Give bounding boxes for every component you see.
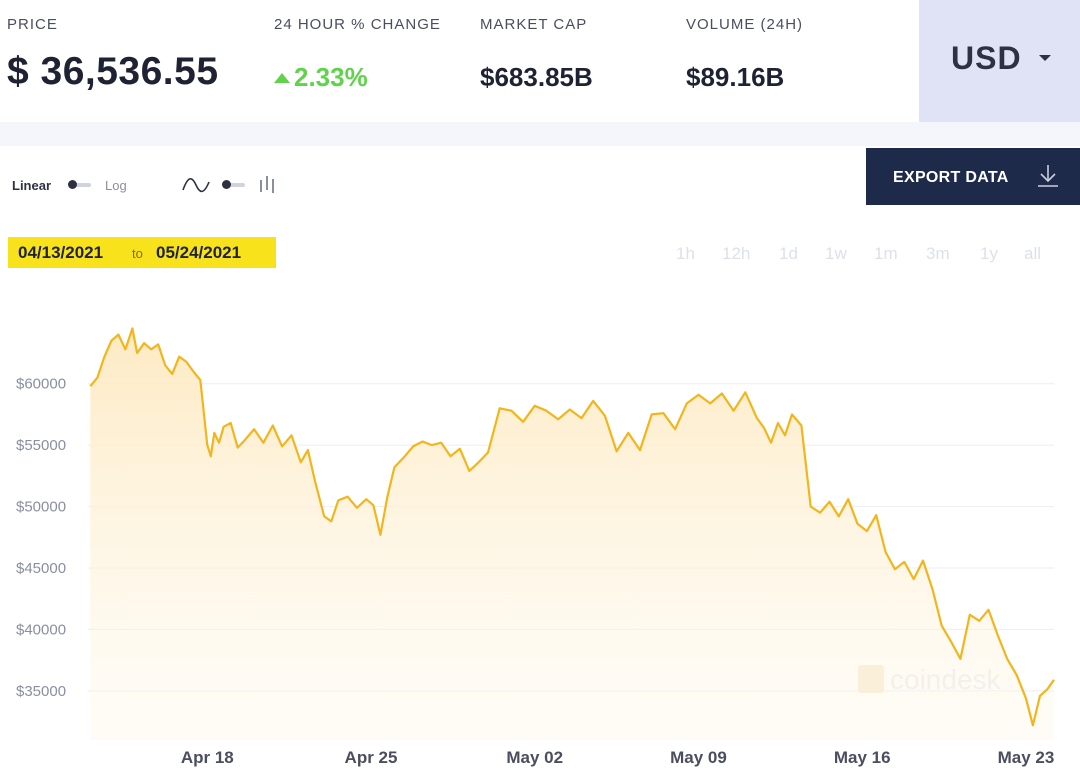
scale-switch[interactable] xyxy=(68,180,91,189)
range-1m[interactable]: 1m xyxy=(874,244,898,263)
x-tick-label: May 02 xyxy=(506,748,563,767)
volume-label: VOLUME (24H) xyxy=(686,16,804,33)
y-tick-label: $55000 xyxy=(16,437,66,454)
range-1y[interactable]: 1y xyxy=(980,244,998,263)
wave-icon[interactable] xyxy=(181,174,211,196)
price-label: PRICE xyxy=(7,16,58,33)
change-value-wrap: 2.33% xyxy=(274,62,368,93)
date-separator: to xyxy=(132,246,143,261)
date-end[interactable]: 05/24/2021 xyxy=(156,243,242,262)
y-tick-label: $45000 xyxy=(16,560,66,577)
export-label: EXPORT DATA xyxy=(893,169,1009,186)
change-label: 24 HOUR % CHANGE xyxy=(274,16,441,33)
market-cap-value: $683.85B xyxy=(480,62,593,92)
divider-band xyxy=(0,122,1080,146)
price-chart: coindesk $35000$40000$45000$50000$55000$… xyxy=(16,327,1055,767)
range-12h[interactable]: 12h xyxy=(722,244,751,263)
range-1d[interactable]: 1d xyxy=(779,244,798,263)
linear-option[interactable]: Linear xyxy=(12,178,52,193)
price-value: $ 36,536.55 xyxy=(7,50,219,93)
y-tick-label: $60000 xyxy=(16,376,66,393)
x-tick-label: May 09 xyxy=(670,748,727,767)
market-cap-label: MARKET CAP xyxy=(480,16,588,33)
range-1h[interactable]: 1h xyxy=(676,244,695,263)
volume-value: $89.16B xyxy=(686,62,785,92)
change-value: 2.33% xyxy=(294,62,368,92)
range-1w[interactable]: 1w xyxy=(825,244,847,263)
x-tick-label: May 23 xyxy=(998,748,1055,767)
bars-icon[interactable] xyxy=(257,174,279,196)
y-tick-label: $50000 xyxy=(16,499,66,516)
y-axis-ticks: $35000 $40000 $45000 $50000 $55000 $60000 xyxy=(16,376,66,700)
date-range[interactable]: 04/13/2021 to 05/24/2021 xyxy=(8,237,276,268)
download-icon xyxy=(1038,165,1058,187)
price-line xyxy=(89,327,1055,727)
y-tick-label: $35000 xyxy=(16,683,66,700)
x-tick-label: Apr 18 xyxy=(181,748,234,767)
x-axis-ticks: Apr 18 Apr 25 May 02 May 09 May 16 May 23 xyxy=(181,748,1054,767)
y-tick-label: $40000 xyxy=(16,621,66,638)
triangle-up-icon xyxy=(274,73,290,83)
range-3m[interactable]: 3m xyxy=(926,244,950,263)
x-tick-label: May 16 xyxy=(834,748,891,767)
x-tick-label: Apr 25 xyxy=(345,748,398,767)
stats-header: PRICE $ 36,536.55 24 HOUR % CHANGE 2.33%… xyxy=(0,0,1080,122)
currency-label: USD xyxy=(951,40,1022,76)
price-area xyxy=(90,328,1055,740)
log-option[interactable]: Log xyxy=(105,178,127,193)
range-buttons: 1h 12h 1d 1w 1m 3m 1y all xyxy=(0,244,1080,264)
export-data-button[interactable]: EXPORT DATA xyxy=(866,148,1080,205)
date-start[interactable]: 04/13/2021 xyxy=(18,243,104,262)
chevron-down-icon xyxy=(1039,55,1051,61)
range-all[interactable]: all xyxy=(1024,244,1042,263)
chart-type-switch[interactable] xyxy=(222,180,245,189)
currency-selector[interactable]: USD xyxy=(919,0,1080,122)
